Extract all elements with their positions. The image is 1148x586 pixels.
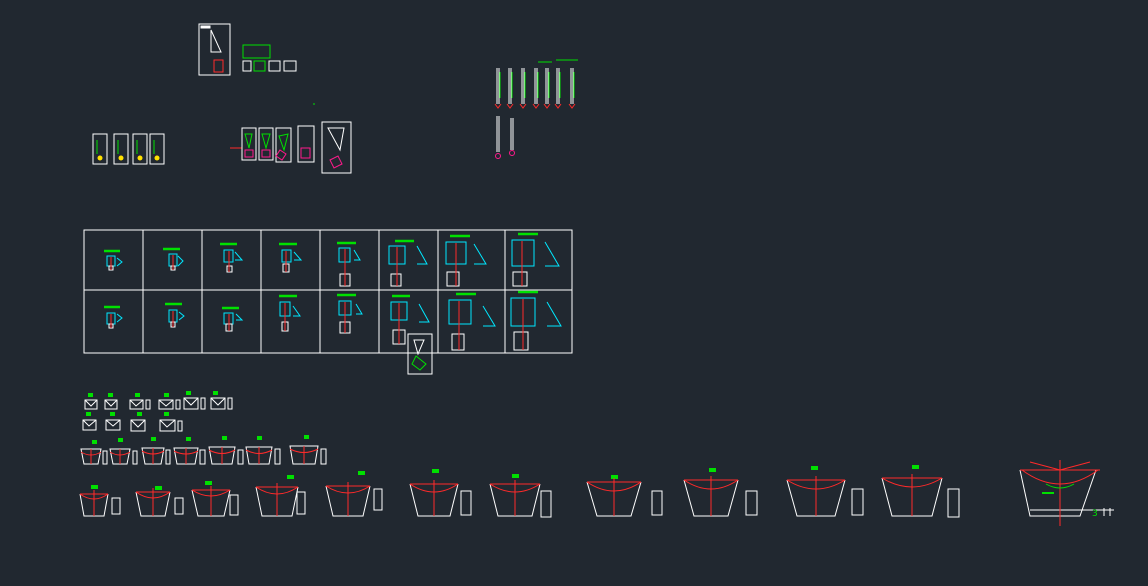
magenta-detail-sheets [230,103,352,174]
large-section-right: 3 [1019,460,1114,526]
title-block-top [198,23,297,76]
small-sheets-left [92,133,165,165]
small-profile-rows [80,391,327,465]
dimension-label: 3 [1092,509,1098,519]
channel-cross-sections [79,465,960,518]
vertical-section-strips [494,59,578,159]
detail-table-2x8 [83,229,573,375]
